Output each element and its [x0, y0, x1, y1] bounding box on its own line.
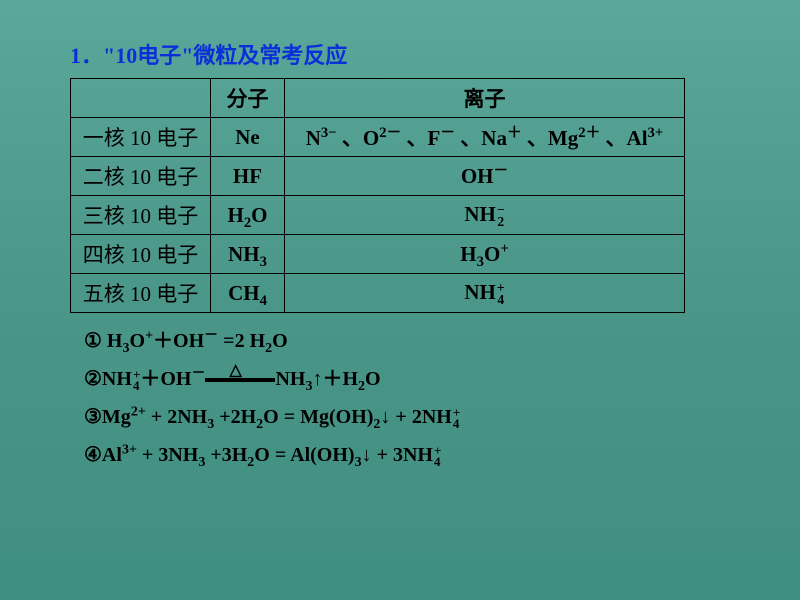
table-row: 二核 10 电子 HF OH－	[71, 157, 685, 196]
row-label: 四核 10 电子	[71, 235, 211, 274]
table-header-row: 分子 离子	[71, 79, 685, 118]
equation-1: ① H3O+＋OH－ =2 H2O	[84, 327, 730, 355]
row-ion: N3− 、O2－ 、F－ 、Na＋ 、Mg2＋ 、Al3+	[285, 118, 685, 157]
equation-3: ③Mg2+ + 2NH3 +2H2O = Mg(OH)2↓ + 2NH+4	[84, 403, 730, 431]
table-row: 三核 10 电子 H2O NH−2	[71, 196, 685, 235]
header-ion: 离子	[285, 79, 685, 118]
header-molecule: 分子	[211, 79, 285, 118]
row-molecule: H2O	[211, 196, 285, 235]
row-ion: OH－	[285, 157, 685, 196]
row-label: 五核 10 电子	[71, 274, 211, 313]
particles-table: 分子 离子 一核 10 电子 Ne N3− 、O2－ 、F－ 、Na＋ 、Mg2…	[70, 78, 685, 313]
row-molecule: Ne	[211, 118, 285, 157]
equations-block: ① H3O+＋OH－ =2 H2O ②NH+4＋OH－△NH3↑＋H2O ③Mg…	[84, 327, 730, 469]
row-ion: NH−2	[285, 196, 685, 235]
table-row: 五核 10 电子 CH4 NH+4	[71, 274, 685, 313]
row-molecule: HF	[211, 157, 285, 196]
row-ion: NH+4	[285, 274, 685, 313]
row-label: 二核 10 电子	[71, 157, 211, 196]
row-ion: H3O+	[285, 235, 685, 274]
page-title: 1．"10电子"微粒及常考反应	[70, 38, 730, 70]
row-label: 一核 10 电子	[71, 118, 211, 157]
row-molecule: CH4	[211, 274, 285, 313]
table-row: 一核 10 电子 Ne N3− 、O2－ 、F－ 、Na＋ 、Mg2＋ 、Al3…	[71, 118, 685, 157]
header-blank	[71, 79, 211, 118]
row-molecule: NH3	[211, 235, 285, 274]
equation-2: ②NH+4＋OH－△NH3↑＋H2O	[84, 365, 730, 393]
equation-4: ④Al3+ + 3NH3 +3H2O = Al(OH)3↓ + 3NH+4	[84, 441, 730, 469]
row-label: 三核 10 电子	[71, 196, 211, 235]
table-row: 四核 10 电子 NH3 H3O+	[71, 235, 685, 274]
